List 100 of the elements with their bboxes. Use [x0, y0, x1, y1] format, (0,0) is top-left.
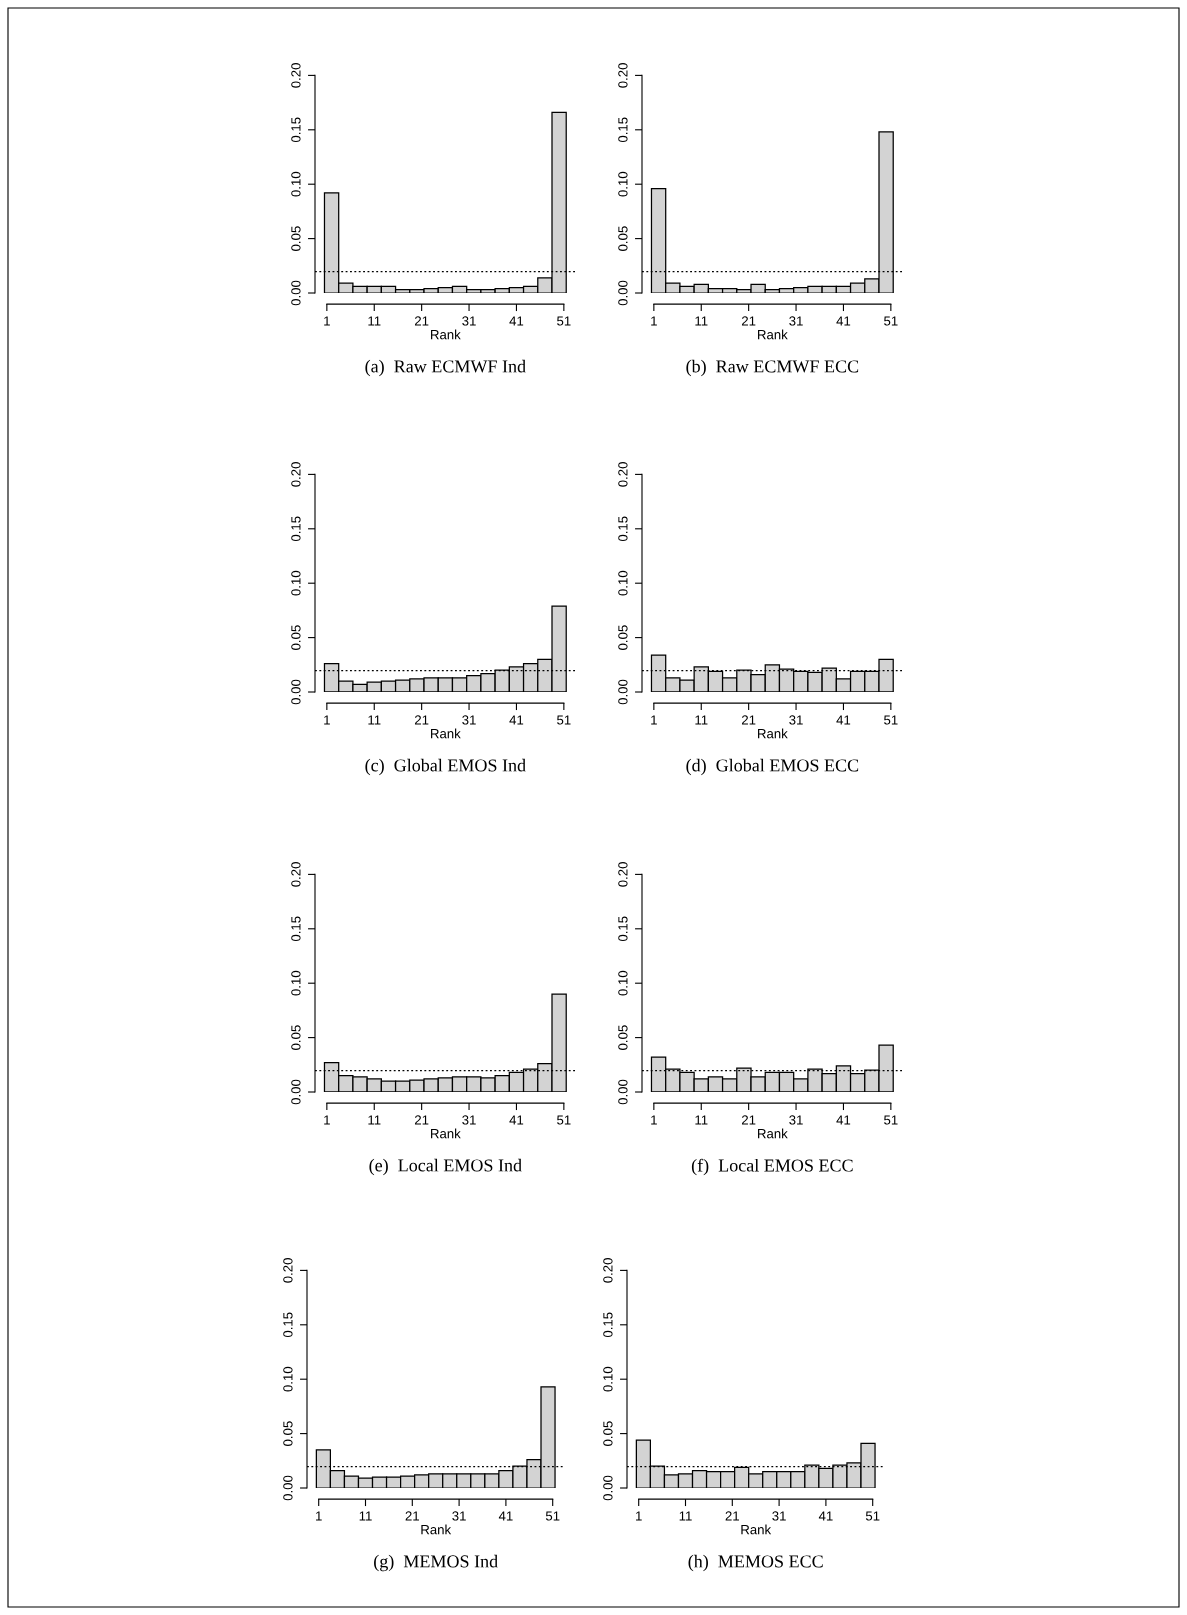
x-tick-label: 1 — [651, 715, 657, 725]
y-tick-label: 0.05 — [283, 1421, 293, 1446]
x-tick-label: 21 — [741, 1115, 756, 1125]
x-tick-label: 21 — [725, 1511, 739, 1521]
x-tick-label: 41 — [498, 1511, 513, 1521]
x-tick-label: 31 — [789, 316, 803, 326]
y-tick-label: 0.00 — [618, 280, 628, 306]
x-tick-label: 51 — [557, 1115, 571, 1125]
x-axis-title: Rank — [431, 728, 461, 739]
y-tick-label: 0.10 — [291, 171, 301, 197]
x-tick-label: 1 — [324, 1115, 330, 1125]
text: (c) Global EMOS Ind — [365, 758, 526, 776]
y-tick-label: 0.05 — [291, 625, 301, 650]
x-tick-label: 11 — [359, 1511, 372, 1521]
y-tick-label: 0.00 — [618, 679, 628, 705]
x-tick-label: 11 — [679, 1511, 692, 1521]
y-tick-label: 0.00 — [291, 679, 301, 705]
x-tick-label: 51 — [545, 1511, 560, 1521]
y-tick-label: 0.10 — [283, 1366, 293, 1392]
x-tick-label: 11 — [695, 715, 708, 725]
x-tick-label: 21 — [414, 316, 429, 326]
text: (a) Raw ECMWF Ind — [365, 359, 526, 377]
x-tick-label: 21 — [414, 715, 429, 725]
y-tick-label: 0.00 — [291, 280, 301, 306]
x-tick-label: 11 — [695, 1115, 708, 1125]
y-tick-label: 0.20 — [283, 1258, 293, 1283]
y-tick-label: 0.15 — [283, 1312, 293, 1338]
text: (g) MEMOS Ind — [374, 1554, 498, 1572]
y-tick-label: 0.15 — [618, 916, 628, 942]
x-tick-label: 41 — [509, 715, 524, 725]
x-tick-label: 51 — [557, 316, 571, 326]
y-tick-label: 0.00 — [618, 1079, 628, 1105]
y-tick-label: 0.05 — [618, 625, 628, 650]
x-axis-title: Rank — [758, 1128, 788, 1139]
x-tick-label: 21 — [405, 1511, 419, 1521]
y-tick-label: 0.00 — [283, 1475, 293, 1501]
text: (d) Global EMOS ECC — [686, 758, 859, 776]
x-axis-title: Rank — [758, 329, 788, 340]
y-tick-label: 0.15 — [618, 117, 628, 143]
y-tick-label: 0.20 — [291, 462, 301, 487]
y-tick-label: 0.15 — [291, 916, 301, 942]
y-tick-label: 0.15 — [603, 1312, 613, 1338]
y-tick-label: 0.15 — [291, 516, 301, 542]
x-tick-label: 51 — [884, 715, 898, 725]
x-tick-label: 31 — [789, 1115, 803, 1125]
x-tick-label: 11 — [368, 316, 381, 326]
x-tick-label: 31 — [462, 715, 476, 725]
y-tick-label: 0.00 — [291, 1079, 301, 1105]
x-tick-label: 41 — [836, 715, 851, 725]
y-tick-label: 0.10 — [618, 970, 628, 996]
y-tick-label: 0.10 — [603, 1366, 613, 1392]
x-tick-label: 11 — [695, 316, 708, 326]
x-axis-title: Rank — [741, 1524, 772, 1535]
x-tick-label: 1 — [651, 316, 657, 326]
y-tick-label: 0.10 — [291, 570, 301, 596]
x-axis-title: Rank — [421, 1524, 452, 1535]
x-tick-label: 41 — [509, 316, 524, 326]
text: (f) Local EMOS ECC — [691, 1158, 853, 1176]
y-tick-label: 0.05 — [618, 226, 628, 251]
y-tick-label: 0.20 — [618, 63, 628, 88]
y-tick-label: 0.00 — [603, 1475, 613, 1501]
y-tick-label: 0.10 — [291, 970, 301, 996]
text: (e) Local EMOS Ind — [369, 1158, 522, 1176]
x-axis-title: Rank — [431, 1128, 461, 1139]
y-tick-label: 0.20 — [291, 63, 301, 88]
y-tick-label: 0.10 — [618, 570, 628, 596]
x-tick-label: 41 — [836, 316, 851, 326]
x-tick-label: 51 — [884, 1115, 898, 1125]
y-tick-label: 0.20 — [291, 862, 301, 887]
x-tick-label: 31 — [452, 1511, 466, 1521]
x-tick-label: 41 — [509, 1115, 524, 1125]
y-tick-label: 0.20 — [618, 462, 628, 487]
text: (b) Raw ECMWF ECC — [686, 359, 859, 377]
y-tick-label: 0.20 — [603, 1258, 613, 1283]
y-tick-label: 0.05 — [291, 1025, 301, 1050]
text: (h) MEMOS ECC — [688, 1554, 823, 1572]
x-tick-label: 1 — [316, 1511, 322, 1521]
x-axis-title: Rank — [758, 728, 788, 739]
x-tick-label: 11 — [368, 1115, 381, 1125]
x-tick-label: 41 — [818, 1511, 833, 1521]
x-tick-label: 1 — [636, 1511, 642, 1521]
x-tick-label: 1 — [324, 715, 330, 725]
x-tick-label: 31 — [462, 1115, 476, 1125]
x-tick-label: 31 — [789, 715, 803, 725]
x-tick-label: 41 — [836, 1115, 851, 1125]
x-tick-label: 51 — [865, 1511, 880, 1521]
y-tick-label: 0.10 — [618, 171, 628, 197]
x-tick-label: 21 — [741, 316, 756, 326]
y-tick-label: 0.15 — [618, 516, 628, 542]
x-tick-label: 1 — [324, 316, 330, 326]
x-tick-label: 21 — [414, 1115, 429, 1125]
x-tick-label: 31 — [772, 1511, 786, 1521]
y-tick-label: 0.15 — [291, 117, 301, 143]
x-tick-label: 1 — [651, 1115, 657, 1125]
y-tick-label: 0.20 — [618, 862, 628, 887]
x-tick-label: 51 — [557, 715, 571, 725]
y-tick-label: 0.05 — [603, 1421, 613, 1446]
x-axis-title: Rank — [431, 329, 461, 340]
x-tick-label: 11 — [368, 715, 381, 725]
y-tick-label: 0.05 — [291, 226, 301, 251]
